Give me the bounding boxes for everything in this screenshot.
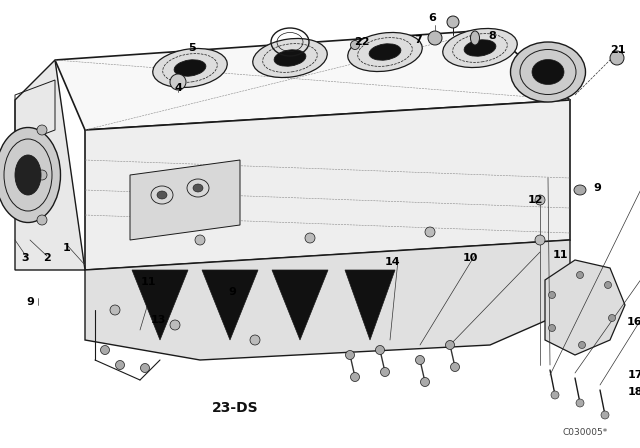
Ellipse shape bbox=[274, 50, 306, 66]
Text: 9: 9 bbox=[593, 183, 601, 193]
Ellipse shape bbox=[577, 271, 584, 279]
Ellipse shape bbox=[170, 320, 180, 330]
Ellipse shape bbox=[451, 362, 460, 371]
Ellipse shape bbox=[348, 32, 422, 72]
Ellipse shape bbox=[157, 191, 167, 199]
Ellipse shape bbox=[37, 215, 47, 225]
Text: 14: 14 bbox=[385, 257, 401, 267]
Text: 2: 2 bbox=[43, 253, 51, 263]
Ellipse shape bbox=[351, 372, 360, 382]
Polygon shape bbox=[132, 270, 188, 340]
Polygon shape bbox=[85, 240, 570, 360]
Ellipse shape bbox=[511, 42, 586, 102]
Text: 8: 8 bbox=[488, 31, 496, 41]
Ellipse shape bbox=[609, 314, 616, 322]
Polygon shape bbox=[202, 270, 258, 340]
Ellipse shape bbox=[153, 48, 227, 87]
Polygon shape bbox=[130, 160, 240, 240]
Ellipse shape bbox=[115, 361, 125, 370]
Polygon shape bbox=[55, 30, 570, 130]
Text: 7: 7 bbox=[414, 35, 422, 45]
Text: 11: 11 bbox=[552, 250, 568, 260]
Ellipse shape bbox=[195, 235, 205, 245]
Text: 9: 9 bbox=[26, 297, 34, 307]
Ellipse shape bbox=[535, 195, 545, 205]
Text: 11: 11 bbox=[140, 277, 156, 287]
Ellipse shape bbox=[574, 185, 586, 195]
Ellipse shape bbox=[37, 125, 47, 135]
Ellipse shape bbox=[37, 170, 47, 180]
Ellipse shape bbox=[579, 341, 586, 349]
Ellipse shape bbox=[351, 40, 360, 49]
Text: 21: 21 bbox=[611, 45, 626, 55]
Ellipse shape bbox=[346, 350, 355, 359]
Ellipse shape bbox=[576, 399, 584, 407]
Text: C030005*: C030005* bbox=[563, 427, 608, 436]
Ellipse shape bbox=[551, 391, 559, 399]
Ellipse shape bbox=[193, 184, 203, 192]
Text: 4: 4 bbox=[174, 83, 182, 93]
Ellipse shape bbox=[250, 335, 260, 345]
Ellipse shape bbox=[610, 51, 624, 65]
Ellipse shape bbox=[141, 363, 150, 372]
Ellipse shape bbox=[381, 367, 390, 376]
Ellipse shape bbox=[253, 39, 327, 78]
Ellipse shape bbox=[445, 340, 454, 349]
Text: 1: 1 bbox=[63, 243, 71, 253]
Text: 10: 10 bbox=[462, 253, 477, 263]
Ellipse shape bbox=[420, 378, 429, 387]
Text: 23-DS: 23-DS bbox=[212, 401, 259, 415]
Polygon shape bbox=[85, 100, 570, 270]
Ellipse shape bbox=[415, 356, 424, 365]
Ellipse shape bbox=[425, 227, 435, 237]
Text: 5: 5 bbox=[188, 43, 196, 53]
Text: 3: 3 bbox=[21, 253, 29, 263]
Ellipse shape bbox=[464, 40, 496, 56]
Ellipse shape bbox=[0, 128, 61, 223]
Ellipse shape bbox=[548, 324, 556, 332]
Text: 9: 9 bbox=[228, 287, 236, 297]
Ellipse shape bbox=[532, 60, 564, 85]
Text: 12: 12 bbox=[527, 195, 543, 205]
Ellipse shape bbox=[443, 29, 517, 68]
Polygon shape bbox=[345, 270, 395, 340]
Text: 13: 13 bbox=[150, 315, 166, 325]
Ellipse shape bbox=[15, 155, 41, 195]
Text: 22: 22 bbox=[355, 37, 370, 47]
Ellipse shape bbox=[535, 235, 545, 245]
Polygon shape bbox=[15, 60, 85, 270]
Ellipse shape bbox=[100, 345, 109, 354]
Ellipse shape bbox=[428, 31, 442, 45]
Ellipse shape bbox=[110, 305, 120, 315]
Ellipse shape bbox=[470, 31, 479, 45]
Text: 18: 18 bbox=[627, 387, 640, 397]
Text: 17: 17 bbox=[627, 370, 640, 380]
Polygon shape bbox=[272, 270, 328, 340]
Ellipse shape bbox=[369, 44, 401, 60]
Ellipse shape bbox=[601, 411, 609, 419]
Ellipse shape bbox=[174, 60, 206, 76]
Text: 16: 16 bbox=[627, 317, 640, 327]
Polygon shape bbox=[545, 260, 625, 355]
Text: 6: 6 bbox=[428, 13, 436, 23]
Ellipse shape bbox=[605, 281, 611, 289]
Ellipse shape bbox=[305, 233, 315, 243]
Ellipse shape bbox=[376, 345, 385, 354]
Ellipse shape bbox=[170, 74, 186, 90]
Ellipse shape bbox=[447, 16, 459, 28]
Ellipse shape bbox=[548, 292, 556, 298]
